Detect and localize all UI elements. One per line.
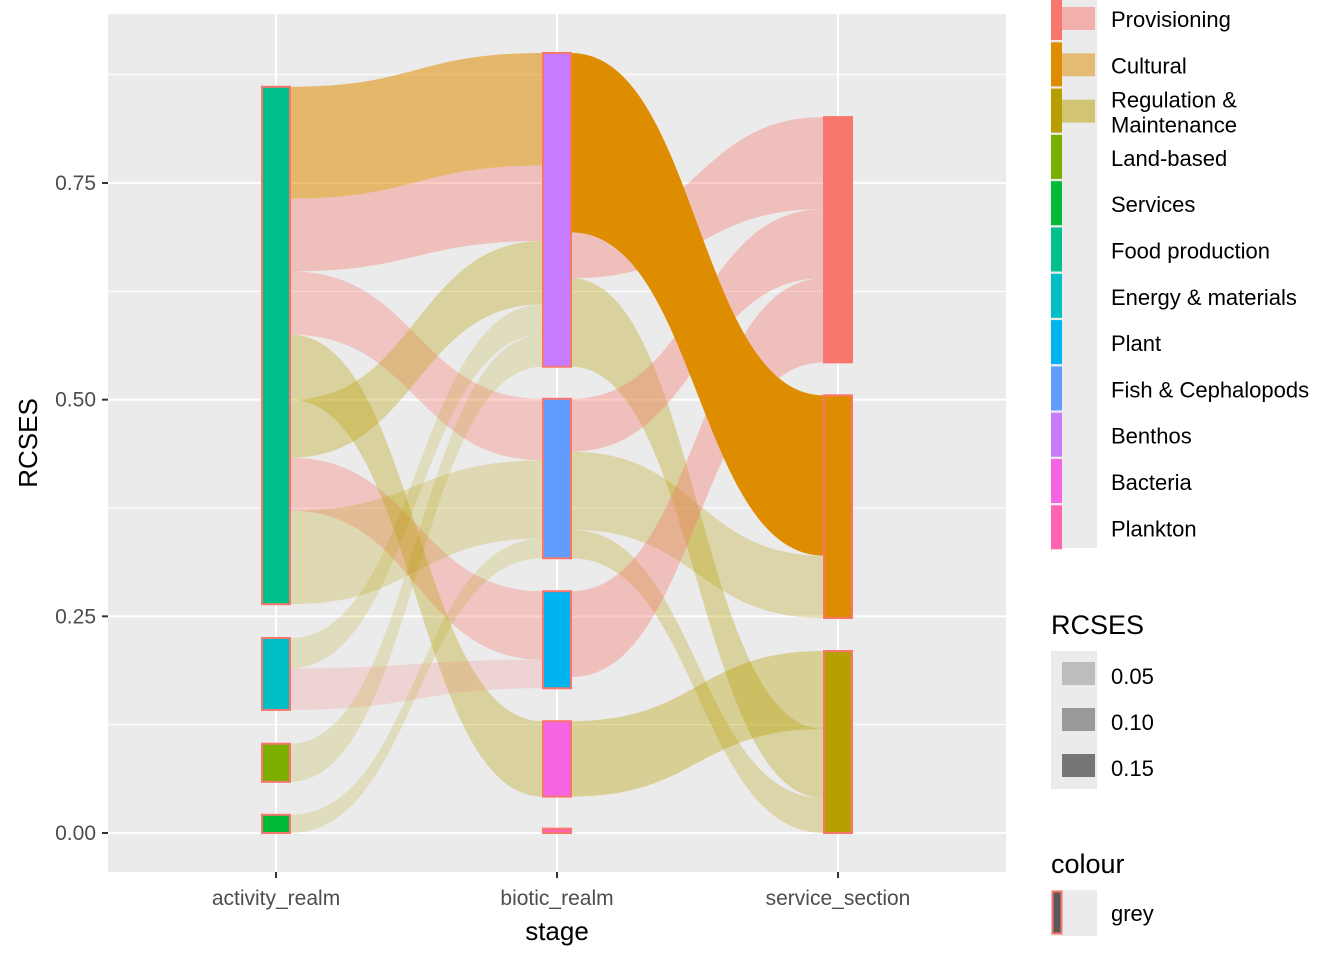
stratum-fish-cephalopods bbox=[542, 397, 572, 560]
fill-legend-label: Services bbox=[1111, 192, 1195, 217]
colour-legend-key bbox=[1051, 890, 1063, 935]
flow-1 bbox=[290, 457, 543, 660]
flow-0 bbox=[290, 271, 543, 461]
rcses-legend-key bbox=[1062, 754, 1095, 777]
y-tick-label: 0.50 bbox=[55, 389, 96, 412]
flows bbox=[290, 52, 824, 833]
fill-legend-strip bbox=[1051, 181, 1062, 226]
y-axis-title: RCSES bbox=[13, 398, 43, 488]
fill-legend-strip bbox=[1051, 88, 1062, 133]
fill-legend-label: Benthos bbox=[1111, 424, 1192, 449]
fill-legend-label: Food production bbox=[1111, 239, 1270, 264]
stratum-energy-materials bbox=[261, 636, 291, 711]
flow-7 bbox=[290, 659, 543, 710]
flow-2 bbox=[290, 334, 543, 797]
fill-legend-label: Cultural bbox=[1111, 53, 1187, 78]
fill-legend-key bbox=[1062, 7, 1095, 30]
flow-12 bbox=[571, 278, 824, 799]
fill-legend-strip bbox=[1051, 0, 1062, 40]
fill-legend-key bbox=[1062, 53, 1095, 77]
fill-legend-label: Provisioning bbox=[1111, 7, 1231, 32]
fill-legend-label: Maintenance bbox=[1111, 113, 1237, 138]
fill-legend-strip bbox=[1051, 42, 1062, 87]
x-axis-title: stage bbox=[525, 916, 589, 946]
y-tick-label: 0.75 bbox=[55, 172, 96, 195]
rcses-legend-key bbox=[1062, 708, 1095, 731]
stratum-benthos bbox=[542, 51, 572, 368]
fill-legend-key bbox=[1062, 99, 1095, 123]
rcses-legend-label: 0.10 bbox=[1111, 710, 1154, 735]
fill-legend-strip bbox=[1051, 134, 1062, 179]
flow-10 bbox=[290, 165, 543, 272]
rcses-legend: RCSES 0.05 0.10 0.15 bbox=[1051, 610, 1154, 789]
y-tick-label: 0.25 bbox=[55, 605, 96, 628]
rcses-legend-label: 0.05 bbox=[1111, 664, 1154, 689]
fill-legend: Provisioning Cultural Regulation &Maintena… bbox=[1051, 0, 1309, 550]
flow-19 bbox=[571, 52, 824, 556]
flow-15 bbox=[571, 451, 824, 619]
fill-legend-strip bbox=[1051, 459, 1062, 503]
fill-legend-label: Fish & Cephalopods bbox=[1111, 377, 1309, 402]
stratum-regulation-maintenance bbox=[823, 649, 853, 834]
x-tick-label: activity_realm bbox=[212, 887, 340, 910]
fill-legend-label: Plant bbox=[1111, 331, 1161, 356]
flow-8 bbox=[290, 334, 543, 782]
fill-legend-label: Bacteria bbox=[1111, 470, 1192, 495]
fill-legend-label: Plankton bbox=[1111, 516, 1197, 541]
fill-legend-label: Regulation & bbox=[1111, 88, 1237, 113]
flow-3 bbox=[290, 241, 543, 458]
x-axis: activity_realm biotic_realm service_sectio… bbox=[212, 872, 911, 910]
rcses-legend-key bbox=[1062, 662, 1095, 685]
flow-4 bbox=[290, 460, 543, 560]
flow-5 bbox=[290, 503, 543, 605]
stratum-food-production bbox=[261, 85, 291, 606]
fill-legend-strip bbox=[1051, 320, 1062, 365]
flow-11 bbox=[290, 52, 543, 199]
y-axis: 0.00 0.25 0.50 0.75 bbox=[55, 172, 108, 845]
strata bbox=[261, 51, 853, 835]
stratum-provisioning bbox=[823, 116, 853, 364]
fill-legend-strip bbox=[1051, 273, 1062, 318]
x-tick-label: biotic_realm bbox=[500, 887, 613, 910]
flow-6 bbox=[290, 304, 543, 669]
colour-legend-label: grey bbox=[1111, 901, 1154, 926]
fill-legend-strip bbox=[1051, 366, 1062, 411]
fill-legend-strip bbox=[1051, 227, 1062, 272]
flow-13 bbox=[571, 650, 824, 797]
flow-14 bbox=[571, 529, 824, 833]
fill-legend-strip bbox=[1051, 412, 1062, 457]
x-tick-label: service_section bbox=[766, 887, 911, 910]
stratum-services bbox=[261, 813, 291, 835]
stratum-plant bbox=[542, 590, 572, 690]
colour-legend: colour grey bbox=[1051, 849, 1154, 936]
fill-legend-label: Land-based bbox=[1111, 146, 1227, 171]
rcses-legend-label: 0.15 bbox=[1111, 756, 1154, 781]
y-tick-label: 0.00 bbox=[55, 822, 96, 845]
stratum-cultural bbox=[823, 394, 853, 620]
rcses-legend-title: RCSES bbox=[1051, 610, 1144, 640]
colour-legend-title: colour bbox=[1051, 849, 1125, 879]
stratum-plankton bbox=[542, 827, 572, 835]
stratum-bacteria bbox=[542, 720, 572, 798]
fill-legend-label: Energy & materials bbox=[1111, 285, 1297, 310]
stratum-land-based bbox=[261, 742, 291, 783]
flow-9 bbox=[290, 538, 543, 833]
fill-legend-strip bbox=[1051, 505, 1062, 550]
